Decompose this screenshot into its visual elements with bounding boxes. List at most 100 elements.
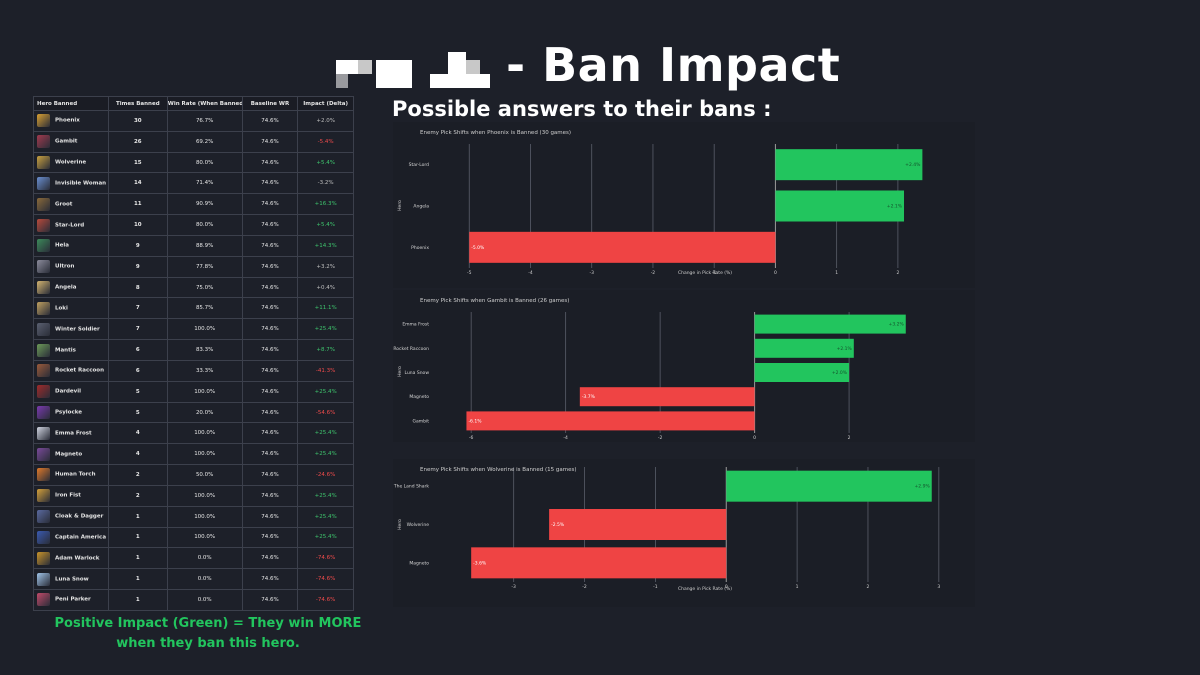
table-row: Gambit 26 69.2% 74.6% -5.4% — [33, 130, 354, 153]
bar-magneto — [471, 547, 727, 579]
data-label: +2.1% — [887, 204, 903, 210]
cell-impact: +0.4% — [297, 276, 354, 299]
table-row: Phoenix 30 76.7% 74.6% +2.0% — [33, 110, 354, 132]
cell-impact: -74.6% — [297, 568, 354, 591]
cell-times-banned: 9 — [107, 234, 168, 257]
cell-times-banned: 9 — [107, 255, 168, 278]
chart-y-axis-title: Hero — [397, 519, 403, 530]
y-tick-label: Magneto — [409, 560, 429, 566]
cell-win-rate: 0.0% — [166, 568, 243, 591]
cell-baseline-wr: 74.6% — [241, 401, 299, 424]
hero-avatar-icon — [37, 551, 50, 565]
cell-hero: Gambit — [33, 130, 109, 153]
pick-shift-chart-phoenix: -5 -4 -3 -2 -1 0 1 2 Star-Lord +2.4% Angela +2.1% Ph… — [393, 122, 975, 288]
cell-hero: Wolverine — [33, 151, 109, 174]
table-row: Rocket Raccoon 6 33.3% 74.6% -41.3% — [33, 359, 354, 382]
x-tick-label: -2 — [658, 435, 663, 441]
header-win-rate: Win Rate (When Banned) — [166, 96, 243, 111]
y-tick-label: Phoenix — [411, 245, 429, 251]
pick-shift-chart-gambit: -6 -4 -2 0 2 Emma Frost +3.2% Rocket Raccoon +2.… — [393, 290, 975, 442]
table-row: Emma Frost 4 100.0% 74.6% +25.4% — [33, 422, 354, 445]
hero-avatar-icon — [37, 301, 50, 315]
cell-impact: +25.4% — [297, 318, 354, 341]
x-tick-label: -4 — [528, 270, 533, 276]
hero-name: Hela — [55, 242, 69, 249]
table-row: Adam Warlock 1 0.0% 74.6% -74.6% — [33, 547, 354, 570]
cell-baseline-wr: 74.6% — [241, 589, 299, 611]
hero-name: Magneto — [55, 451, 83, 458]
data-label: -3.7% — [582, 394, 596, 400]
table-header-row: Hero Banned Times Banned Win Rate (When … — [33, 96, 354, 111]
bar-phoenix — [469, 231, 776, 263]
bar-luna-snow — [754, 363, 850, 382]
hero-avatar-icon — [37, 239, 50, 253]
table-row: Angela 8 75.0% 74.6% +0.4% — [33, 276, 354, 299]
cell-win-rate: 20.0% — [166, 401, 243, 424]
cell-hero: Angela — [33, 276, 109, 299]
cell-hero: Human Torch — [33, 464, 109, 486]
table-row: Iron Fist 2 100.0% 74.6% +25.4% — [33, 484, 354, 507]
hero-avatar-icon — [37, 593, 50, 607]
cell-win-rate: 100.0% — [166, 484, 243, 507]
hero-name: Dardevil — [55, 388, 82, 395]
y-tick-label: Jeff The Land Shark — [393, 484, 429, 490]
table-row: Luna Snow 1 0.0% 74.6% -74.6% — [33, 568, 354, 591]
hero-name: Wolverine — [55, 159, 87, 166]
cell-impact: -41.3% — [297, 359, 354, 382]
hero-avatar-icon — [37, 530, 50, 544]
chart-canvas: -5 -4 -3 -2 -1 0 1 2 Star-Lord +2.4% Angela +2.1% Ph… — [409, 144, 923, 276]
hero-name: Iron Fist — [55, 492, 81, 499]
cell-baseline-wr: 74.6% — [241, 464, 299, 486]
x-tick-label: 3 — [937, 584, 940, 590]
cell-baseline-wr: 74.6% — [241, 172, 299, 195]
cell-win-rate: 75.0% — [166, 276, 243, 299]
ban-impact-table: Hero Banned Times Banned Win Rate (When … — [33, 96, 354, 611]
cell-impact: +25.4% — [297, 505, 354, 528]
hero-avatar-icon — [37, 176, 50, 190]
header-times-banned: Times Banned — [107, 96, 168, 111]
cell-times-banned: 1 — [107, 505, 168, 528]
x-tick-label: 0 — [725, 584, 728, 590]
chart-y-axis-title: Hero — [397, 366, 403, 377]
cell-win-rate: 100.0% — [166, 380, 243, 403]
cell-times-banned: 14 — [107, 172, 168, 195]
hero-name: Emma Frost — [55, 430, 92, 437]
cell-impact: -54.6% — [297, 401, 354, 424]
cell-win-rate: 100.0% — [166, 505, 243, 528]
cell-hero: Mantis — [33, 339, 109, 361]
hero-name: Winter Soldier — [55, 326, 100, 333]
cell-win-rate: 71.4% — [166, 172, 243, 195]
cell-baseline-wr: 74.6% — [241, 526, 299, 549]
hero-avatar-icon — [37, 468, 50, 482]
hero-name: Human Torch — [55, 471, 96, 478]
cell-impact: +25.4% — [297, 484, 354, 507]
hero-name: Adam Warlock — [55, 555, 100, 562]
x-tick-label: 2 — [896, 270, 899, 276]
cell-hero: Invisible Woman — [33, 172, 109, 195]
table-row: Magneto 4 100.0% 74.6% +25.4% — [33, 443, 354, 466]
hero-name: Peni Parker — [55, 596, 91, 603]
hero-name: Loki — [55, 305, 68, 312]
cell-hero: Adam Warlock — [33, 547, 109, 570]
chart-x-axis-title: Change in Pick Rate (%) — [677, 587, 733, 592]
bar-wolverine — [549, 509, 727, 540]
cell-win-rate: 76.7% — [166, 110, 243, 132]
bar-angela — [775, 190, 905, 222]
cell-times-banned: 5 — [107, 401, 168, 424]
cell-impact: +16.3% — [297, 193, 354, 216]
cell-hero: Loki — [33, 297, 109, 320]
cell-times-banned: 5 — [107, 380, 168, 403]
cell-baseline-wr: 74.6% — [241, 110, 299, 132]
chart-x-axis-title: Change in Pick Rate (%) — [677, 271, 733, 276]
cell-baseline-wr: 74.6% — [241, 151, 299, 174]
cell-baseline-wr: 74.6% — [241, 214, 299, 236]
x-tick-label: -1 — [653, 584, 658, 590]
cell-win-rate: 33.3% — [166, 359, 243, 382]
chart-title: Enemy Pick Shifts when Wolverine is Bann… — [420, 467, 577, 473]
impact-legend-note: Positive Impact (Green) = They win MORE … — [54, 616, 362, 651]
chart-canvas: -6 -4 -2 0 2 Emma Frost +3.2% Rocket Raccoon +2.… — [393, 312, 906, 441]
bar-magneto — [579, 387, 755, 407]
hero-name: Invisible Woman — [55, 180, 107, 187]
cell-baseline-wr: 74.6% — [241, 130, 299, 153]
bar-emma-frost — [754, 314, 906, 334]
